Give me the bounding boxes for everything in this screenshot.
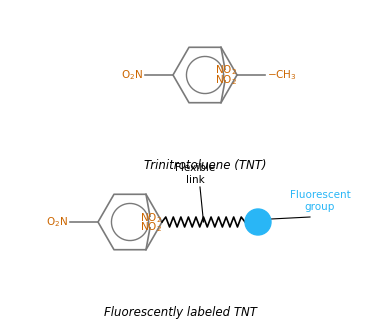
Text: NO$_2$: NO$_2$ [215, 73, 237, 87]
Text: O$_2$N: O$_2$N [121, 68, 143, 82]
Text: NO$_2$: NO$_2$ [215, 63, 237, 77]
Text: NO$_2$: NO$_2$ [140, 211, 162, 225]
Text: Trinitrotoluene (TNT): Trinitrotoluene (TNT) [144, 159, 266, 172]
Text: O$_2$N: O$_2$N [46, 215, 68, 229]
Text: NO$_2$: NO$_2$ [140, 220, 162, 234]
Text: Flexible
link: Flexible link [175, 163, 215, 185]
Text: Fluorescently labeled TNT: Fluorescently labeled TNT [104, 306, 257, 319]
Text: $-$CH$_3$: $-$CH$_3$ [267, 68, 297, 82]
Circle shape [245, 209, 271, 235]
Text: Fluorescent
group: Fluorescent group [289, 190, 350, 212]
